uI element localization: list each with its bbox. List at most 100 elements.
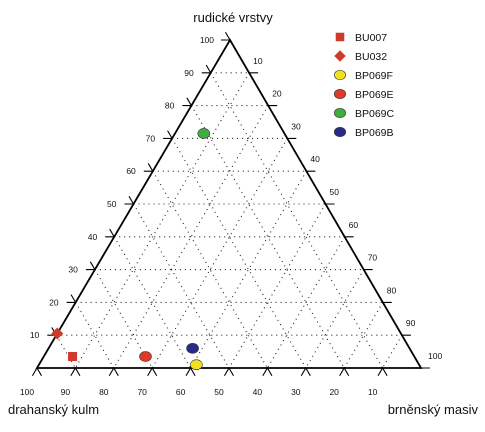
tick-label-bottom-40: 40 — [253, 387, 263, 397]
legend-label-bp069b: BP069B — [355, 127, 394, 139]
legend-label-bp069e: BP069E — [355, 89, 394, 101]
tick-label-right-40: 40 — [310, 154, 320, 164]
tick-label-bottom-30: 30 — [291, 387, 301, 397]
tick-label-bottom-20: 20 — [329, 387, 339, 397]
tick-label-top-10: 10 — [30, 330, 40, 340]
legend-swatch-bp069b — [333, 126, 346, 138]
tick-bottom-edge-40 — [262, 366, 273, 377]
data-point-layer — [51, 128, 211, 371]
data-point-bp069f — [190, 359, 203, 371]
grid-layer — [55, 72, 403, 369]
tick-left-edge-20 — [66, 294, 77, 303]
tick-bottom-edge-10 — [377, 366, 388, 377]
tick-label-top-40: 40 — [88, 232, 98, 242]
tick-bottom-edge-90 — [70, 366, 81, 377]
legend-label-bu007: BU007 — [355, 32, 387, 44]
tick-right-edge-80 — [377, 294, 392, 303]
tick-label-top-20: 20 — [49, 297, 59, 307]
vertex-label-left: drahanský kulm — [8, 402, 99, 417]
tick-label-top-80: 80 — [165, 101, 175, 111]
tick-bottom-edge-20 — [339, 366, 350, 377]
tick-label-right-90: 90 — [406, 318, 416, 328]
tick-bottom-edge-50 — [223, 366, 235, 377]
legend-swatch-bu032 — [334, 50, 346, 62]
tick-label-top-100: 100 — [200, 35, 214, 45]
grid-line-left-20 — [190, 105, 345, 369]
legend-swatch-bp069f — [333, 69, 346, 81]
grid-line-left-90 — [55, 334, 76, 369]
tick-layer — [31, 31, 430, 377]
tick-bottom-edge-30 — [300, 366, 311, 377]
data-point-bp069b — [186, 343, 199, 354]
vertex-label-right: brněnský masiv — [388, 402, 479, 417]
tick-label-right-30: 30 — [291, 121, 301, 131]
tick-right-edge-50 — [320, 195, 335, 205]
tick-label-right-70: 70 — [368, 253, 378, 263]
tick-label-bottom-90: 90 — [61, 387, 71, 397]
tick-left-edge-30 — [85, 261, 96, 271]
tick-left-edge-90 — [201, 64, 212, 74]
tick-label-bottom-50: 50 — [214, 387, 224, 397]
tick-label-bottom-70: 70 — [137, 387, 147, 397]
grid-line-right-30 — [151, 138, 288, 369]
tick-label-bottom-60: 60 — [176, 387, 186, 397]
tick-bottom-edge-80 — [108, 366, 119, 377]
tick-label-right-20: 20 — [272, 89, 282, 99]
grid-line-right-20 — [113, 105, 269, 369]
tick-bottom-edge-70 — [147, 366, 158, 377]
tick-left-edge-40 — [105, 228, 116, 238]
data-point-bu007 — [68, 352, 78, 362]
grid-line-left-10 — [210, 72, 384, 369]
grid-line-right-60 — [266, 236, 346, 369]
tick-right-edge-20 — [263, 97, 278, 107]
legend-swatch-bp069e — [333, 88, 346, 100]
vertex-label-top: rudické vrstvy — [193, 10, 273, 25]
tick-label-top-70: 70 — [146, 133, 156, 143]
tick-left-edge-80 — [182, 97, 193, 107]
tick-label-right-100: 100 — [428, 351, 442, 361]
legend-label-bu032: BU032 — [355, 51, 387, 63]
tick-bottom-edge-100 — [31, 366, 43, 377]
tick-label-right-10: 10 — [253, 56, 263, 66]
grid-line-right-10 — [74, 72, 250, 369]
tick-label-bottom-80: 80 — [99, 387, 109, 397]
tick-label-top-30: 30 — [68, 265, 78, 275]
tick-label-top-90: 90 — [184, 68, 194, 78]
tick-right-edge-60 — [339, 228, 354, 238]
grid-line-left-50 — [133, 203, 230, 369]
data-point-bp069c — [197, 128, 211, 139]
tick-right-edge-100 — [415, 359, 430, 369]
tick-left-edge-60 — [143, 163, 154, 172]
grid-line-right-90 — [382, 334, 403, 369]
grid-line-right-50 — [228, 203, 326, 369]
tick-bottom-edge-60 — [185, 366, 196, 377]
grid-line-left-60 — [113, 236, 192, 369]
tick-label-bottom-10: 10 — [368, 387, 378, 397]
data-point-bp069e — [139, 351, 152, 362]
legend-swatch-bp069c — [333, 107, 346, 119]
tick-right-edge-70 — [358, 261, 373, 271]
tick-label-right-80: 80 — [387, 285, 397, 295]
legend: BU007 BU032 BP069F BP069E BP069C BP069B — [333, 32, 395, 139]
grid-line-right-70 — [305, 269, 365, 369]
tick-label-bottom-100: 100 — [20, 387, 34, 397]
tick-right-edge-90 — [396, 327, 411, 336]
tick-label-top-60: 60 — [126, 166, 136, 176]
tick-label-right-50: 50 — [330, 187, 340, 197]
tick-left-edge-100 — [221, 31, 231, 41]
legend-label-bp069c: BP069C — [355, 108, 395, 120]
tick-label-layer: 10 20 30 40 50 60 70 80 90 100 10 20 30 40 50 60 70 80 90 1… — [20, 35, 443, 397]
tick-right-edge-30 — [282, 130, 297, 139]
grid-line-right-40 — [190, 170, 307, 369]
tick-left-edge-50 — [124, 195, 135, 205]
tick-label-right-60: 60 — [349, 220, 359, 230]
legend-label-bp069f: BP069F — [355, 70, 393, 82]
grid-line-left-30 — [171, 138, 307, 369]
tick-label-top-50: 50 — [107, 199, 117, 209]
tick-left-edge-70 — [163, 130, 174, 139]
legend-swatch-bu007 — [335, 32, 345, 42]
tick-right-edge-40 — [301, 163, 316, 172]
data-point-bu032 — [51, 327, 64, 340]
tick-right-edge-10 — [244, 64, 259, 74]
